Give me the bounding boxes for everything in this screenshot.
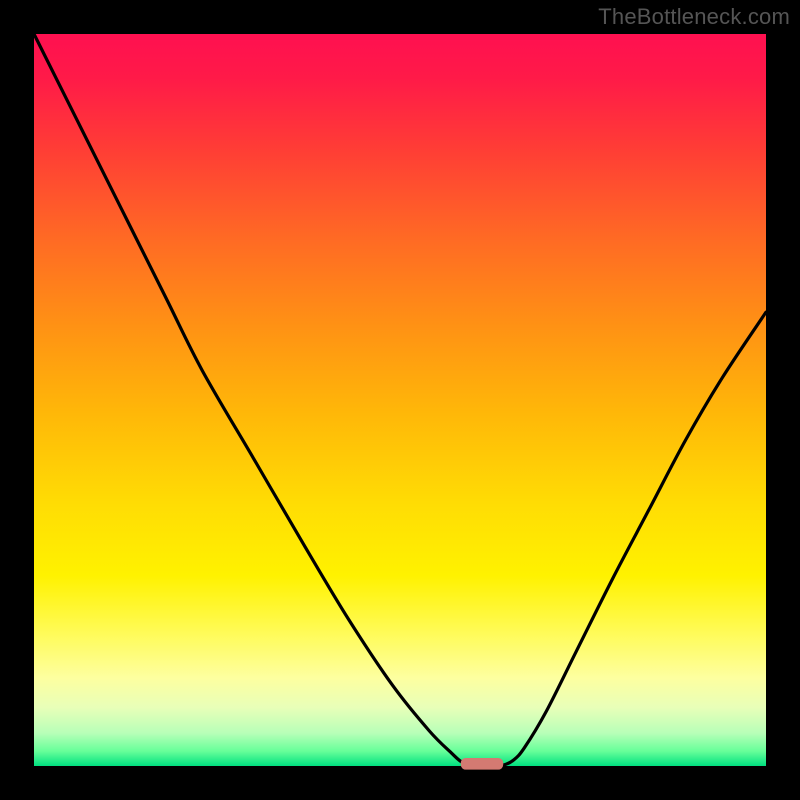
optimum-marker bbox=[461, 758, 503, 770]
plot-background bbox=[34, 34, 766, 766]
chart-svg bbox=[0, 0, 800, 800]
bottleneck-chart: TheBottleneck.com bbox=[0, 0, 800, 800]
watermark-text: TheBottleneck.com bbox=[598, 4, 790, 30]
